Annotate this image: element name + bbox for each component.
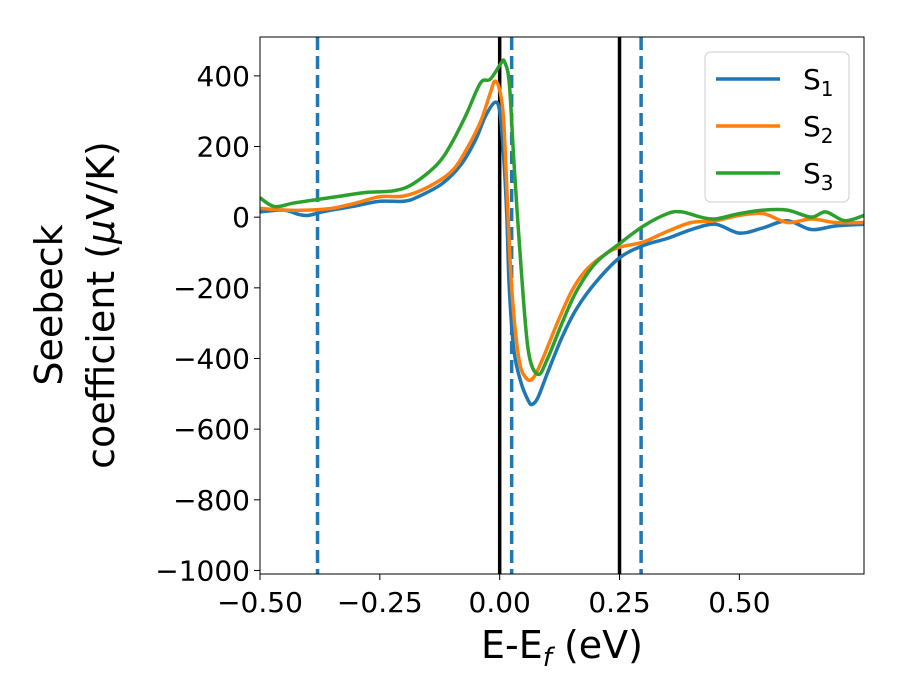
x-tick-label: 0.00 xyxy=(469,586,531,619)
y-tick-label: 200 xyxy=(197,131,250,164)
y-tick-label: −400 xyxy=(173,342,250,375)
legend-label-s3: S3 xyxy=(803,157,834,195)
series-line-s1 xyxy=(260,100,864,407)
y-axis-title-unit: V/K) xyxy=(79,141,123,220)
y-axis-ticks: 400 200 0 −200 −400 −600 −800 −1000 xyxy=(155,60,260,587)
plot-frame xyxy=(259,36,865,575)
y-tick-label: −200 xyxy=(173,272,250,305)
x-tick-label: 0.25 xyxy=(588,586,650,619)
y-axis-title-prefix: coefficient ( xyxy=(79,244,123,469)
y-axis-title-mu: μ xyxy=(79,220,123,245)
legend-label-s1: S1 xyxy=(803,63,834,101)
x-axis-title-unit: (eV) xyxy=(552,623,643,667)
y-tick-label: −1000 xyxy=(155,554,250,587)
series-layer xyxy=(260,58,864,407)
x-tick-label: −0.50 xyxy=(217,586,303,619)
legend: S1 S2 S3 xyxy=(704,51,850,203)
series-line-s2 xyxy=(260,79,864,383)
x-axis-ticks: −0.50 −0.25 0.00 0.25 0.50 xyxy=(217,574,771,619)
series-line-s3 xyxy=(260,58,864,377)
y-tick-label: 400 xyxy=(197,60,250,93)
y-axis-title-line1: Seebeck xyxy=(27,224,71,385)
y-tick-label: −800 xyxy=(173,484,250,517)
y-tick-label: −600 xyxy=(173,413,250,446)
x-axis-title-main: E-E xyxy=(481,623,543,667)
x-axis-title: E-Ef (eV) xyxy=(481,623,643,673)
x-tick-label: 0.50 xyxy=(708,586,770,619)
y-axis-title-line2: coefficient (μV/K) xyxy=(79,141,123,469)
y-axis-title: Seebeck coefficient (μV/K) xyxy=(27,141,123,469)
x-tick-label: −0.25 xyxy=(337,586,423,619)
legend-label-s2: S2 xyxy=(803,110,834,148)
y-tick-label: 0 xyxy=(232,201,250,234)
